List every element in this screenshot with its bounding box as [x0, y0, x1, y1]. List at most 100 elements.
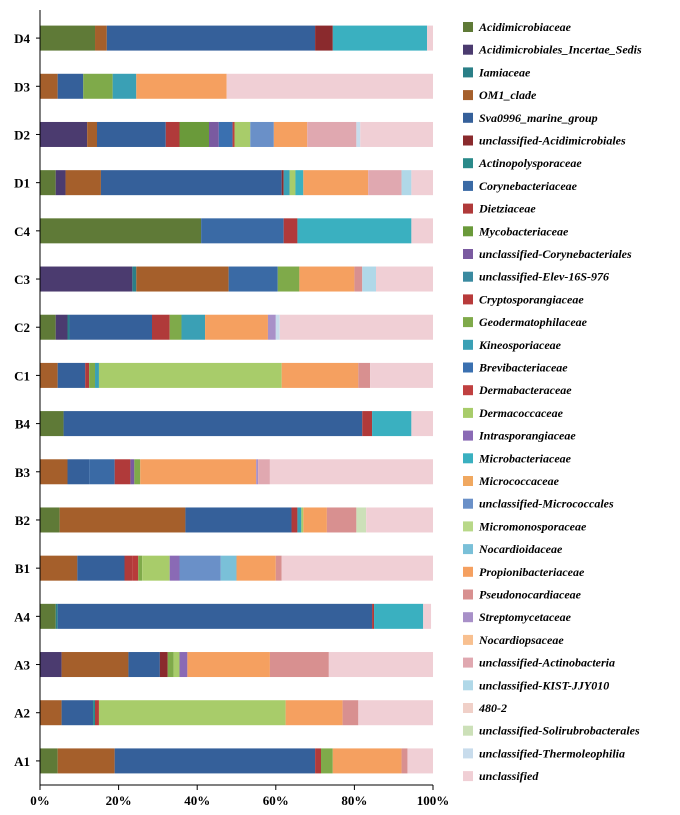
bar-segment-a4-acidimicrobiaceae	[40, 603, 56, 629]
bar-segment-a4-microbacteriaceae	[374, 603, 424, 629]
legend-swatch-unclassified-kist-jjy010	[463, 680, 473, 691]
bar-segment-c1-pseudonocardiaceae	[358, 362, 371, 388]
y-tick-label-d3: D3	[14, 79, 30, 94]
bar-segment-d2-unclassified-micrococcales	[250, 121, 274, 147]
bar-segment-c4-dietziaceae	[283, 218, 298, 244]
legend-swatch-streptomycetaceae	[463, 612, 473, 623]
bar-segment-d2-propionibacteriaceae	[273, 121, 308, 147]
legend-swatch-nocardioidaceae	[463, 544, 473, 555]
bar-segment-d3-geodermatophilaceae	[83, 73, 113, 99]
bar-segment-a2-sva0996-marine-group	[61, 700, 94, 726]
bar-segment-d2-unclassified	[360, 121, 433, 147]
legend-swatch-om1-clade	[463, 90, 473, 101]
bar-segment-d2-unclassified-corynebacteriales	[208, 121, 219, 147]
legend-swatch-cryptosporangiaceae	[463, 294, 473, 305]
bar-segment-b3-unclassified-actinobacteria	[258, 459, 270, 485]
bar-segment-d3-propionibacteriaceae	[136, 73, 227, 99]
bar-segment-a3-unclassified	[328, 652, 433, 678]
legend-swatch-pseudonocardiaceae	[463, 589, 473, 600]
legend-swatch-dermacoccaceae	[463, 407, 473, 418]
bar-segment-b1-dietziaceae	[124, 555, 133, 581]
bar-segment-a2-dermacoccaceae	[98, 700, 286, 726]
x-tick-label-3: 60%	[263, 793, 289, 808]
bar-segment-c3-pseudonocardiaceae	[354, 266, 363, 292]
bar-segment-c1-sva0996-marine-group	[57, 362, 86, 388]
legend-label-nocardioidaceae: Nocardioidaceae	[478, 542, 563, 556]
bar-segment-b3-sva0996-marine-group	[67, 459, 90, 485]
bar-segment-a1-geodermatophilaceae	[321, 748, 333, 774]
bar-segment-b2-unclassified	[366, 507, 433, 533]
y-tick-label-c4: C4	[14, 224, 30, 239]
bar-segment-b2-dietziaceae	[291, 507, 298, 533]
legend-label-corynebacteriaceae: Corynebacteriaceae	[479, 179, 578, 193]
legend-swatch-acidimicrobiales-incertae-sedis	[463, 44, 473, 55]
bar-segment-b2-dermacoccaceae	[301, 507, 304, 533]
legend-swatch-unclassified-solirubrobacterales	[463, 725, 473, 736]
y-tick-label-b4: B4	[15, 417, 31, 432]
x-tick-label-0: 0%	[30, 793, 50, 808]
bar-segment-c1-dietziaceae	[85, 362, 90, 388]
legend-label-actinopolysporaceae: Actinopolysporaceae	[478, 156, 582, 170]
bar-segment-d2-unclassified-actinobacteria	[307, 121, 357, 147]
bar-segment-d1-dermacoccaceae	[289, 170, 296, 196]
bar-segment-a3-acidimicrobiales-incertae-sedis	[40, 652, 62, 678]
bar-segment-b1-sva0996-marine-group	[77, 555, 125, 581]
bar-segment-c2-geodermatophilaceae	[169, 314, 182, 340]
legend-label-iamiaceae: Iamiaceae	[478, 65, 531, 79]
bar-segment-a4-dietziaceae	[372, 603, 375, 629]
bar-segment-b3-unclassified	[269, 459, 433, 485]
bar-segment-d4-sva0996-marine-group	[106, 25, 316, 51]
legend-swatch-propionibacteriaceae	[463, 566, 473, 577]
bar-segment-d2-sva0996-marine-group	[96, 121, 166, 147]
bar-segment-c2-iamiaceae	[67, 314, 70, 340]
legend-swatch-unclassified-actinobacteria	[463, 657, 473, 668]
bar-segment-d2-brevibacteriaceae	[218, 121, 233, 147]
bar-segment-d4-om1-clade	[95, 25, 107, 51]
legend-label-intrasporangiaceae: Intrasporangiaceae	[478, 429, 576, 443]
bar-segment-d3-unclassified	[226, 73, 433, 99]
legend-swatch-kineosporiaceae	[463, 339, 473, 350]
bar-segment-d2-unclassified-thermoleophilia	[356, 121, 361, 147]
bar-segment-b4-sva0996-marine-group	[63, 411, 363, 437]
bar-segment-c1-propionibacteriaceae	[281, 362, 359, 388]
legend-swatch-dermabacteraceae	[463, 385, 473, 396]
bar-segment-d2-dermacoccaceae	[234, 121, 251, 147]
bar-segment-b3-om1-clade	[40, 459, 68, 485]
x-tick-label-4: 80%	[341, 793, 367, 808]
legend-label-unclassified: unclassified	[479, 769, 539, 783]
bar-segment-b2-pseudonocardiaceae	[326, 507, 357, 533]
bar-segment-c3-unclassified	[376, 266, 433, 292]
bar-segment-c1-dermacoccaceae	[98, 362, 282, 388]
bar-segment-b1-pseudonocardiaceae	[275, 555, 282, 581]
legend-swatch-acidimicrobiaceae	[463, 22, 473, 32]
bar-segment-d1-sva0996-marine-group	[100, 170, 282, 196]
bar-segment-d1-om1-clade	[65, 170, 101, 196]
bar-segment-b3-streptomycetaceae	[256, 459, 259, 485]
bar-segment-d1-unclassified-actinobacteria	[368, 170, 402, 196]
bar-segment-a3-sva0996-marine-group	[128, 652, 160, 678]
legend-swatch-iamiaceae	[463, 67, 473, 78]
bar-segment-a3-geodermatophilaceae	[167, 652, 174, 678]
bar-segment-a2-dietziaceae	[95, 700, 97, 726]
y-tick-label-a3: A3	[14, 658, 30, 673]
legend-label-kineosporiaceae: Kineosporiaceae	[478, 338, 562, 352]
bars-group	[40, 25, 433, 774]
x-tick-label-2: 40%	[184, 793, 210, 808]
bar-segment-b4-dietziaceae	[362, 411, 373, 437]
legend-label-unclassified-thermoleophilia: unclassified-Thermoleophilia	[479, 746, 625, 760]
legend-label-streptomycetaceae: Streptomycetaceae	[479, 610, 572, 624]
bar-segment-a2-unclassified	[358, 700, 433, 726]
bar-segment-b2-acidimicrobiaceae	[40, 507, 60, 533]
bar-segment-a3-propionibacteriaceae	[187, 652, 270, 678]
bar-segment-b3-geodermatophilaceae	[134, 459, 141, 485]
bar-segment-a4-iamiaceae	[55, 603, 58, 629]
bar-segment-c1-geodermatophilaceae	[89, 362, 96, 388]
bar-segment-b1-dermacoccaceae	[142, 555, 170, 581]
bar-segment-c3-geodermatophilaceae	[277, 266, 300, 292]
legend-label-unclassified-acidimicrobiales: unclassified-Acidimicrobiales	[479, 134, 626, 148]
legend-swatch-brevibacteriaceae	[463, 362, 473, 373]
bar-segment-d4-acidimicrobiaceae	[40, 25, 96, 51]
bar-segment-a2-propionibacteriaceae	[285, 700, 343, 726]
legend-swatch-mycobacteriaceae	[463, 226, 473, 237]
